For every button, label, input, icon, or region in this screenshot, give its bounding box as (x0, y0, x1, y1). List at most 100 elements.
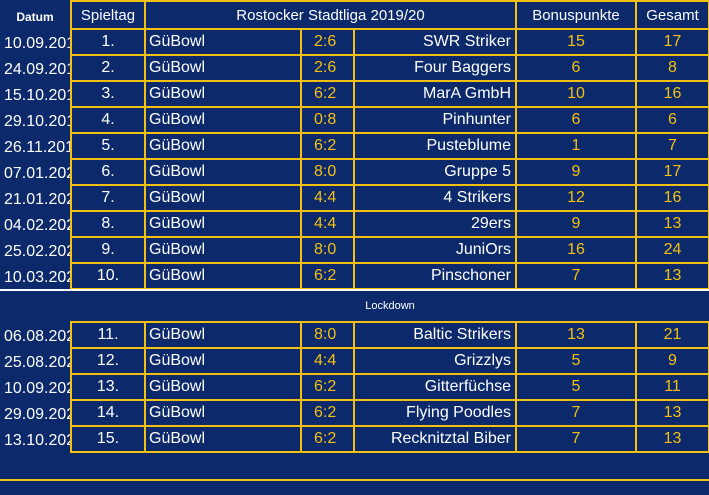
match-score: 6:2 (300, 132, 355, 160)
home-team: GüBowl (144, 132, 302, 160)
match-score: 4:4 (300, 184, 355, 212)
match-score: 4:4 (300, 210, 355, 238)
total-column-header: Gesamt (635, 0, 709, 30)
total-points: 6 (635, 106, 709, 134)
bonus-points: 7 (515, 399, 637, 427)
total-points: 16 (635, 184, 709, 212)
match-day: 2. (70, 54, 146, 82)
match-score: 8:0 (300, 236, 355, 264)
total-points: 13 (635, 210, 709, 238)
bonus-points: 7 (515, 262, 637, 290)
match-date: 24.09.2019 (4, 61, 71, 78)
divider-top-rule (0, 289, 709, 291)
match-day: 10. (70, 262, 146, 290)
total-points: 13 (635, 425, 709, 453)
match-day: 3. (70, 80, 146, 108)
opponent-team: 29ers (353, 210, 517, 238)
opponent-team: SWR Striker (353, 28, 517, 56)
total-points: 21 (635, 321, 709, 349)
match-score: 0:8 (300, 106, 355, 134)
match-day: 6. (70, 158, 146, 186)
match-date: 10.03.2020 (4, 269, 71, 286)
bonus-points: 5 (515, 347, 637, 375)
match-day: 9. (70, 236, 146, 264)
bonus-points: 7 (515, 425, 637, 453)
match-date: 13.10.2020 (4, 432, 71, 449)
match-date: 07.01.2020 (4, 165, 71, 182)
total-points: 9 (635, 347, 709, 375)
lockdown-divider-row: Lockdown (0, 288, 709, 323)
home-team: GüBowl (144, 184, 302, 212)
home-team: GüBowl (144, 262, 302, 290)
match-date: 21.01.2020 (4, 191, 71, 208)
header-row: Datum Spieltag Rostocker Stadtliga 2019/… (0, 0, 709, 30)
match-score: 6:2 (300, 80, 355, 108)
table-title: Rostocker Stadtliga 2019/20 (144, 0, 517, 30)
bonus-points: 9 (515, 158, 637, 186)
opponent-team: JuniOrs (353, 236, 517, 264)
match-day: 1. (70, 28, 146, 56)
home-team: GüBowl (144, 106, 302, 134)
bonus-points: 10 (515, 80, 637, 108)
home-team: GüBowl (144, 54, 302, 82)
match-date: 25.08.2020 (4, 354, 71, 371)
bonus-points: 9 (515, 210, 637, 238)
match-day: 14. (70, 399, 146, 427)
lockdown-label: Lockdown (70, 288, 709, 323)
match-date: 15.10.2019 (4, 87, 71, 104)
match-date: 10.09.2019 (4, 35, 71, 52)
total-points: 7 (635, 132, 709, 160)
opponent-team: Four Baggers (353, 54, 517, 82)
match-day: 11. (70, 321, 146, 349)
spieltag-column-header: Spieltag (70, 0, 146, 30)
match-date: 25.02.2020 (4, 243, 71, 260)
bonus-points: 6 (515, 54, 637, 82)
match-day: 4. (70, 106, 146, 134)
match-score: 6:2 (300, 425, 355, 453)
match-date: 29.10.2019 (4, 113, 71, 130)
opponent-team: Grizzlys (353, 347, 517, 375)
home-team: GüBowl (144, 210, 302, 238)
match-score: 6:2 (300, 373, 355, 401)
match-score: 8:0 (300, 158, 355, 186)
match-score: 4:4 (300, 347, 355, 375)
home-team: GüBowl (144, 425, 302, 453)
divider-spacer (0, 289, 71, 322)
home-team: GüBowl (144, 158, 302, 186)
match-date: 10.09.2020 (4, 380, 71, 397)
total-points: 11 (635, 373, 709, 401)
opponent-team: Gruppe 5 (353, 158, 517, 186)
match-day: 13. (70, 373, 146, 401)
total-points: 13 (635, 262, 709, 290)
match-score: 8:0 (300, 321, 355, 349)
opponent-team: Pusteblume (353, 132, 517, 160)
opponent-team: Pinschoner (353, 262, 517, 290)
opponent-team: MarA GmbH (353, 80, 517, 108)
match-day: 7. (70, 184, 146, 212)
match-score: 2:6 (300, 28, 355, 56)
total-points: 24 (635, 236, 709, 264)
match-score: 6:2 (300, 399, 355, 427)
home-team: GüBowl (144, 236, 302, 264)
total-points: 8 (635, 54, 709, 82)
bonus-points: 16 (515, 236, 637, 264)
bonus-points: 12 (515, 184, 637, 212)
bonus-column-header: Bonuspunkte (515, 0, 637, 30)
total-points: 16 (635, 80, 709, 108)
match-date: 29.09.2020 (4, 406, 71, 423)
opponent-team: Gitterfüchse (353, 373, 517, 401)
total-points: 13 (635, 399, 709, 427)
